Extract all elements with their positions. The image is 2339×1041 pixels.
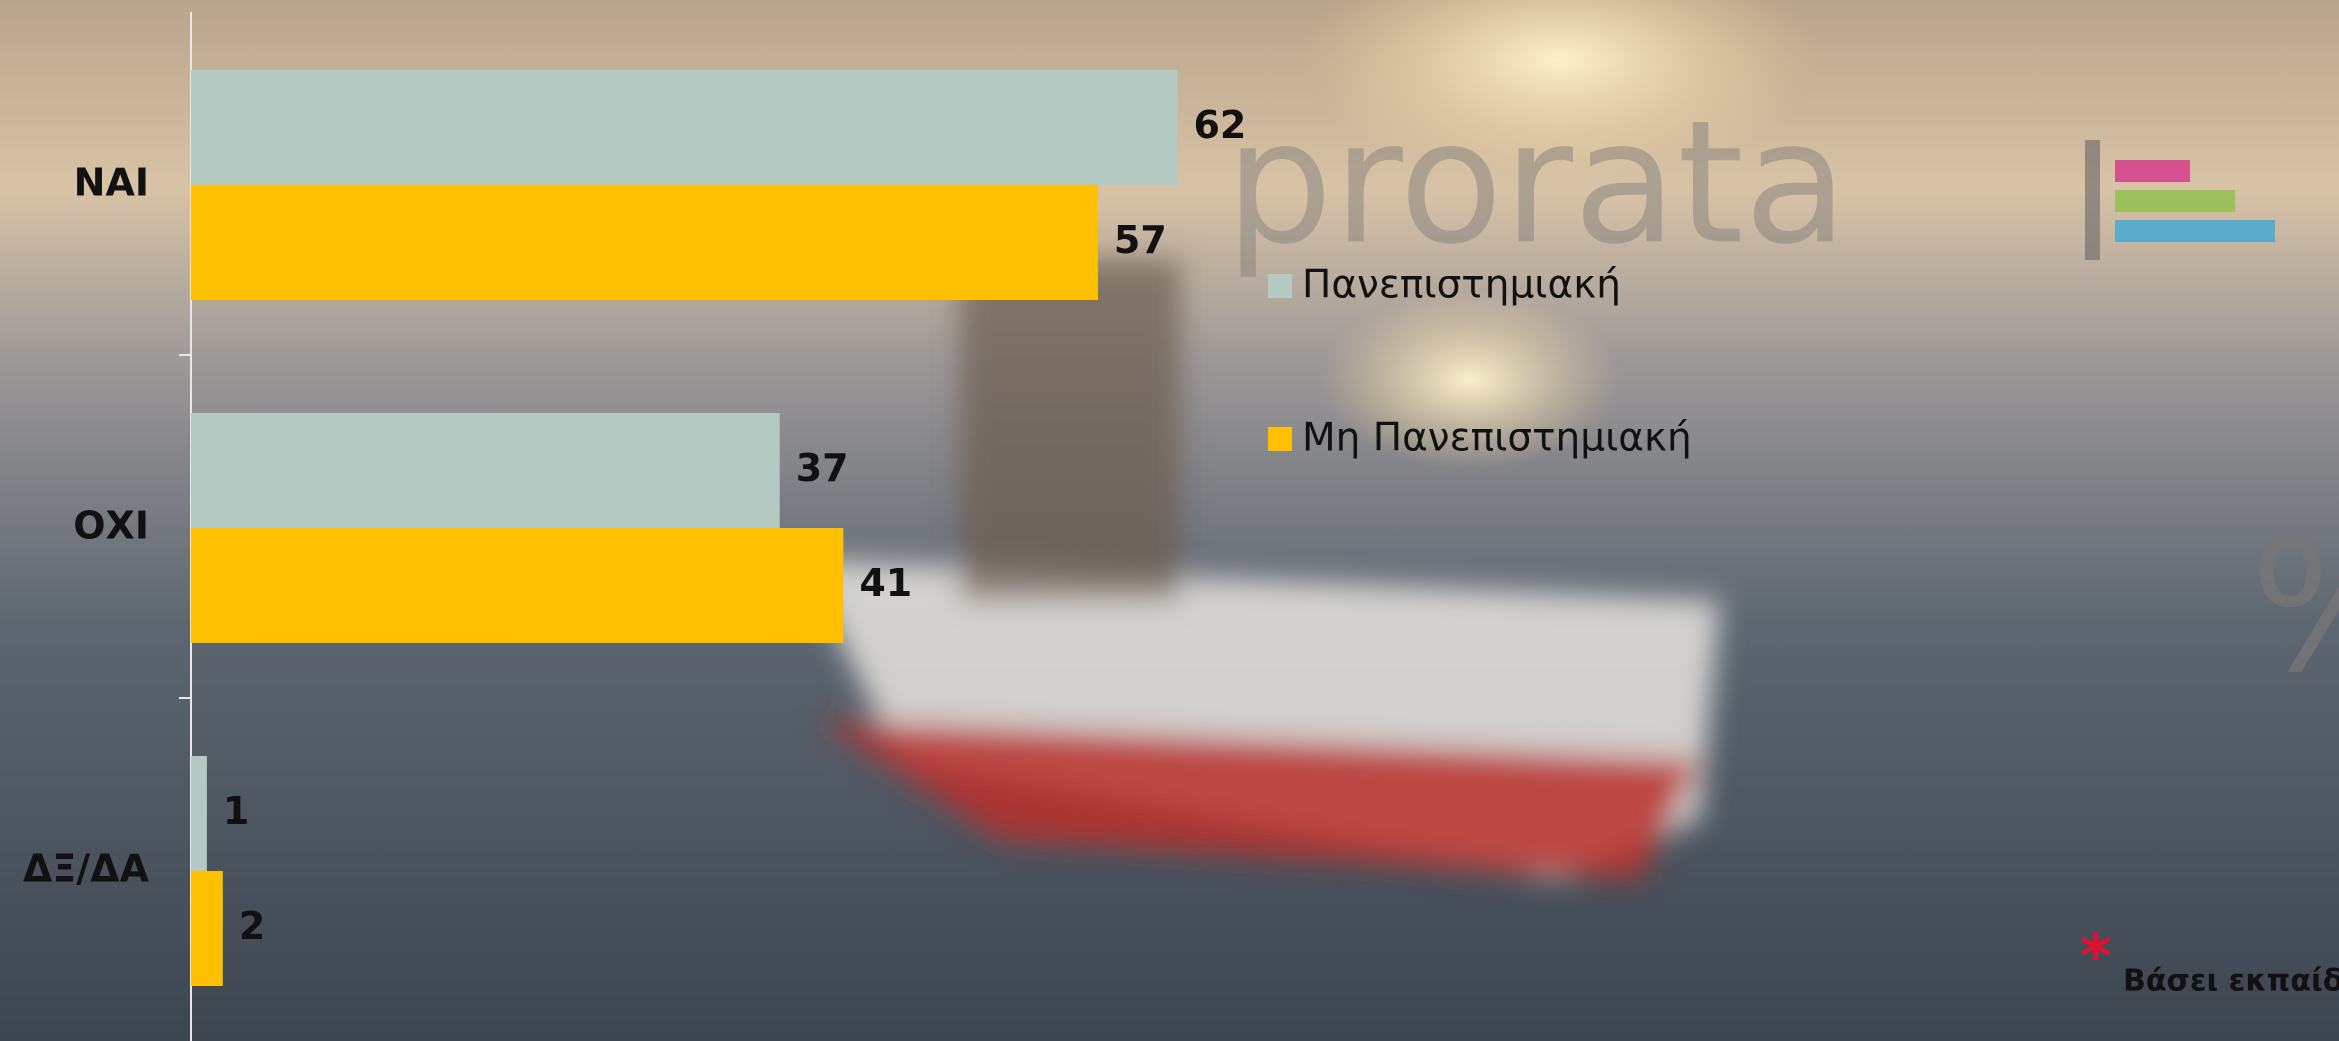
value-label: 41 (859, 561, 912, 605)
bar (191, 185, 1098, 300)
page: prorata % * Βάσει εκπαίδ ΝΑΙ 62 57 ΟΧΙ 37 41 Δ… (0, 0, 2339, 1041)
bar (191, 756, 207, 871)
legend-label: Μη Πανεπιστημιακή (1302, 416, 1692, 461)
chart: prorata % * Βάσει εκπαίδ ΝΑΙ 62 57 ΟΧΙ 37 41 Δ… (0, 0, 2339, 1041)
bar (191, 70, 1177, 185)
legend-swatch (1268, 427, 1292, 451)
value-label: 57 (1114, 218, 1167, 262)
logo-text: prorata (1225, 84, 1848, 282)
unit-symbol: % (2250, 503, 2339, 712)
legend-swatch (1268, 274, 1292, 298)
value-label: 2 (239, 904, 265, 948)
category-label: ΟΧΙ (73, 504, 149, 548)
value-label: 1 (223, 789, 249, 833)
note: Βάσει εκπαίδ (2123, 964, 2339, 999)
value-label: 62 (1193, 103, 1246, 147)
legend-label: Πανεπιστημιακή (1302, 263, 1621, 308)
bar (191, 871, 223, 986)
bar (191, 528, 843, 643)
category-label: ΝΑΙ (74, 161, 149, 205)
category-label: ΔΞ/ΔΑ (23, 847, 150, 891)
note-marker: * (2080, 922, 2111, 992)
value-label: 37 (796, 446, 849, 490)
bar (191, 413, 780, 528)
